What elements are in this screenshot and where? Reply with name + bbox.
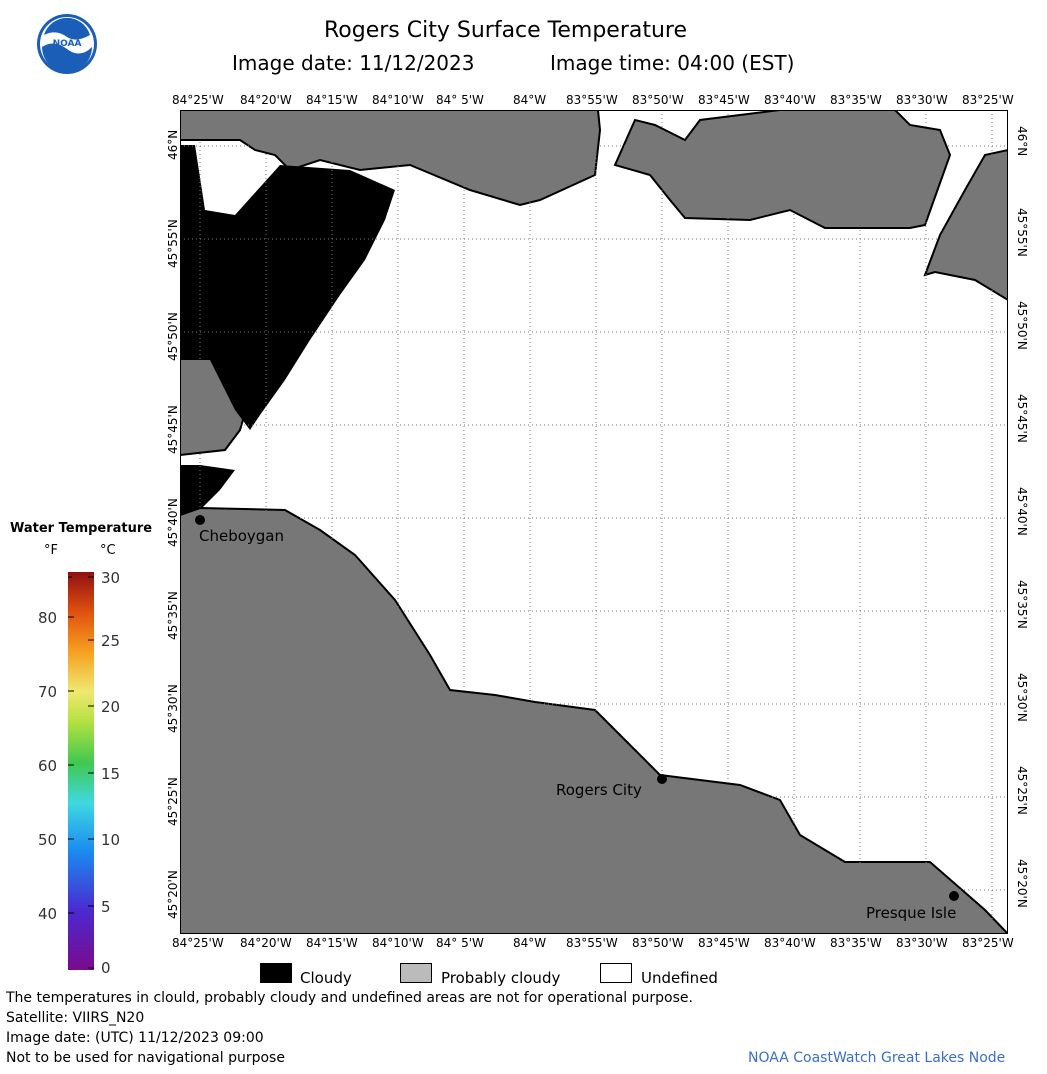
lon-label: 83°30'W (896, 93, 948, 107)
lon-label: 83°45'W (698, 93, 750, 107)
footer-note: The temperatures in clould, probably clo… (6, 990, 693, 1006)
lat-label: 45°35'N (166, 591, 180, 640)
east-land (923, 148, 1008, 302)
cloud-area-south (180, 465, 235, 515)
footer-nav-warning: Not to be used for navigational purpose (6, 1050, 285, 1066)
scale-title: Water Temperature (10, 521, 153, 536)
c-tick: 15 (101, 765, 121, 783)
city-label-rogers-city: Rogers City (556, 781, 642, 799)
lon-label: 83°30'W (896, 936, 948, 950)
lat-label: 45°30'N (166, 684, 180, 733)
lon-label: 83°35'W (830, 93, 882, 107)
lon-label: 84°15'W (306, 93, 358, 107)
c-tick: 10 (101, 831, 121, 849)
cloudy-label: Cloudy (300, 969, 352, 987)
scale-f-unit: °F (44, 543, 58, 558)
lat-label: 45°40'N (1015, 487, 1029, 536)
lat-label: 45°45'N (1015, 394, 1029, 443)
city-label-presque-isle: Presque Isle (866, 904, 957, 922)
lat-label: 45°55'N (1015, 208, 1029, 257)
f-tick: 60 (38, 757, 58, 775)
noaa-logo: NOAA (36, 13, 98, 75)
page-title: Rogers City Surface Temperature (324, 18, 688, 43)
lon-label: 83°25'W (962, 936, 1014, 950)
lat-label: 45°25'N (1015, 766, 1029, 815)
north-land-east (613, 110, 952, 229)
lon-label: 83°50'W (632, 936, 684, 950)
south-land (180, 506, 1008, 934)
lat-label: 45°20'N (1015, 859, 1029, 908)
scale-c-unit: °C (100, 543, 116, 558)
lon-label: 84°15'W (306, 936, 358, 950)
lat-label: 45°25'N (166, 777, 180, 826)
lon-label: 84° 5'W (436, 93, 484, 107)
lon-label: 83°45'W (698, 936, 750, 950)
lon-label: 84°20'W (240, 936, 292, 950)
city-label-cheboygan: Cheboygan (199, 527, 285, 545)
c-tick: 30 (101, 569, 121, 587)
f-tick: 40 (38, 905, 58, 923)
lon-label: 83°55'W (566, 93, 618, 107)
rogers-city-marker (657, 774, 667, 784)
probably-cloudy-swatch (400, 963, 432, 983)
lat-label: 45°45'N (166, 405, 180, 454)
probably-cloudy-label: Probably cloudy (441, 969, 561, 987)
cloudy-swatch (260, 963, 292, 983)
image-time: Image time: 04:00 (EST) (550, 51, 795, 75)
c-tick: 25 (101, 632, 121, 650)
footer-utc-date: Image date: (UTC) 11/12/2023 09:00 (6, 1030, 264, 1046)
footer-credit: NOAA CoastWatch Great Lakes Node (748, 1050, 1006, 1066)
lon-label: 84°20'W (240, 93, 292, 107)
logo-text: NOAA (53, 39, 82, 49)
lon-label: 84°25'W (172, 93, 224, 107)
lon-label: 84°25'W (172, 936, 224, 950)
lon-label: 83°35'W (830, 936, 882, 950)
cheboygan-marker (195, 515, 205, 525)
lon-label: 83°25'W (962, 93, 1014, 107)
north-land (180, 110, 602, 207)
lat-label: 46°N (166, 129, 180, 160)
map-panel (180, 110, 1008, 934)
lon-label: 83°40'W (764, 936, 816, 950)
lon-label: 83°50'W (632, 93, 684, 107)
lat-label: 45°20'N (166, 870, 180, 919)
undefined-swatch (600, 963, 632, 983)
cloud-area (180, 145, 395, 430)
lat-label: 45°35'N (1015, 580, 1029, 629)
f-tick: 80 (38, 609, 58, 627)
lon-label: 83°55'W (566, 936, 618, 950)
c-tick: 20 (101, 698, 121, 716)
lat-label: 45°50'N (166, 312, 180, 361)
f-tick: 50 (38, 831, 58, 849)
lat-label: 45°30'N (1015, 673, 1029, 722)
lon-label: 84° 5'W (436, 936, 484, 950)
footer-satellite: Satellite: VIIRS_N20 (6, 1010, 145, 1026)
lat-label: 45°55'N (166, 219, 180, 268)
lat-label: 45°50'N (1015, 301, 1029, 350)
graticule (180, 110, 1008, 934)
lat-label: 45°40'N (166, 498, 180, 547)
color-scale-bar (68, 572, 94, 970)
lon-label: 84°10'W (372, 936, 424, 950)
c-tick: 0 (101, 959, 111, 977)
c-tick: 5 (101, 898, 111, 916)
lon-label: 83°40'W (764, 93, 816, 107)
lon-label: 84°W (513, 936, 547, 950)
lon-label: 84°W (513, 93, 547, 107)
lat-label: 46°N (1015, 126, 1029, 157)
f-tick: 70 (38, 683, 58, 701)
lon-label: 84°10'W (372, 93, 424, 107)
undefined-label: Undefined (641, 969, 718, 987)
presque-isle-marker (949, 891, 959, 901)
image-date: Image date: 11/12/2023 (232, 51, 475, 75)
